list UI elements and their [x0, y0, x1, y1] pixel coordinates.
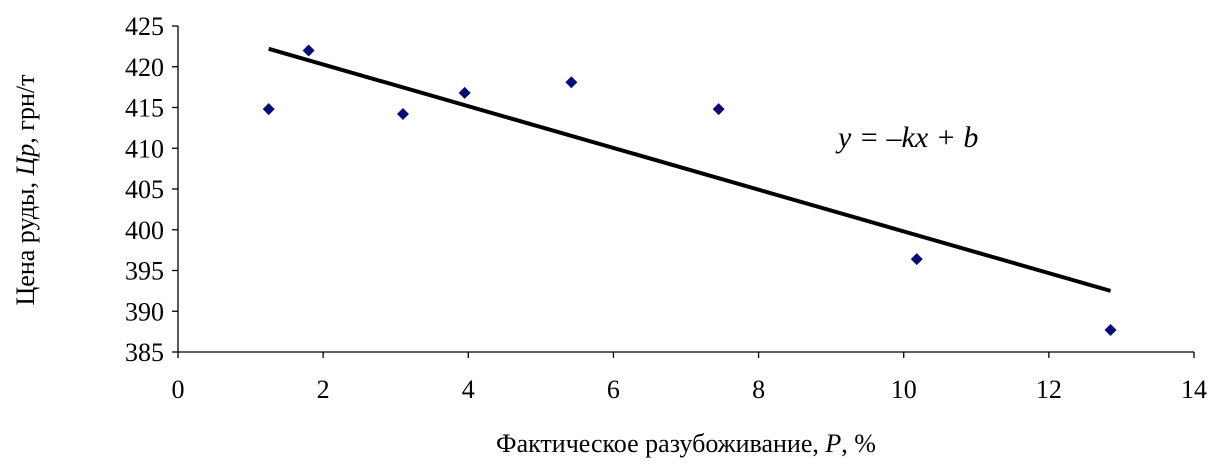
trendline	[268, 46, 1112, 293]
y-axis-title: Цена руды, Цр, грн/т	[11, 75, 40, 306]
y-tick-label: 405	[125, 175, 164, 204]
x-tick-label: 10	[891, 375, 917, 404]
data-point	[712, 103, 725, 116]
data-point	[910, 253, 923, 266]
data-point	[396, 108, 409, 121]
x-tick-label: 4	[462, 375, 475, 404]
data-point	[262, 103, 275, 116]
y-tick-label: 420	[125, 53, 164, 82]
x-tick-label: 6	[607, 375, 620, 404]
x-tick-label: 2	[317, 375, 330, 404]
data-point	[1104, 323, 1117, 336]
y-tick-label: 390	[125, 297, 164, 326]
y-tick-label: 395	[125, 257, 164, 286]
y-tick-label: 415	[125, 94, 164, 123]
data-point	[458, 86, 471, 99]
trendline-group	[268, 46, 1112, 293]
y-tick-label: 385	[125, 338, 164, 367]
data-point	[565, 76, 578, 89]
x-tick-label: 0	[172, 375, 185, 404]
x-axis-title: Фактическое разубоживание, P, %	[496, 429, 876, 458]
y-tick-label: 410	[125, 134, 164, 163]
y-tick-label: 425	[125, 12, 164, 41]
x-tick-label: 8	[752, 375, 765, 404]
trendline-equation: y = –kx + b	[835, 121, 978, 154]
x-tick-label: 12	[1036, 375, 1062, 404]
y-tick-label: 400	[125, 216, 164, 245]
markers-group	[262, 44, 1117, 336]
axes: 385 390 395 400 405 410 415 420 425 0 2 4 6 8 10 12 14	[125, 12, 1207, 404]
data-point	[302, 44, 315, 57]
x-tick-label: 14	[1181, 375, 1207, 404]
